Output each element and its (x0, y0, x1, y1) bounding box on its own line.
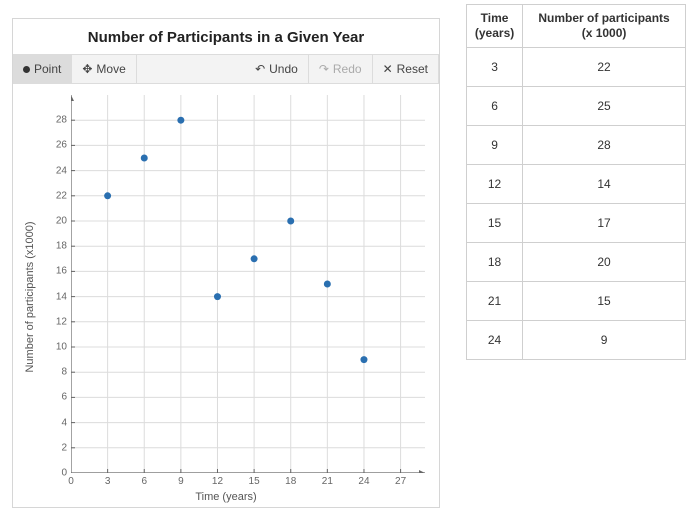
y-tick-label: 28 (56, 115, 71, 126)
y-tick-label: 22 (56, 190, 71, 201)
cell-time: 24 (467, 321, 523, 360)
reset-label: Reset (397, 62, 428, 76)
x-tick-label: 15 (249, 473, 260, 487)
cell-time: 9 (467, 126, 523, 165)
y-tick-label: 12 (56, 316, 71, 327)
y-tick-label: 14 (56, 291, 71, 302)
y-tick-label: 10 (56, 342, 71, 353)
x-tick-label: 12 (212, 473, 223, 487)
data-table: Time (years) Number of participants (x 1… (466, 4, 686, 360)
y-tick-label: 4 (61, 417, 71, 428)
reset-icon: ✕ (383, 62, 393, 76)
x-tick-label: 27 (395, 473, 406, 487)
cell-count: 25 (523, 87, 686, 126)
toolbar-spacer (137, 55, 245, 83)
table-row: 322 (467, 48, 686, 87)
cell-count: 20 (523, 243, 686, 282)
undo-label: Undo (269, 62, 298, 76)
col-time-header-l1: Time (471, 11, 518, 26)
table-row: 1517 (467, 204, 686, 243)
cell-count: 17 (523, 204, 686, 243)
move-tool-label: Move (96, 62, 125, 76)
cell-count: 28 (523, 126, 686, 165)
table-row: 2115 (467, 282, 686, 321)
x-tick-label: 21 (322, 473, 333, 487)
x-axis-label: Time (years) (195, 491, 256, 503)
plot-zone: Number of participants (x1000) Time (yea… (13, 87, 439, 507)
table-row: 928 (467, 126, 686, 165)
point-tool-label: Point (34, 62, 61, 76)
table-row: 1214 (467, 165, 686, 204)
table-row: 1820 (467, 243, 686, 282)
x-tick-label: 0 (68, 473, 74, 487)
chart-toolbar: Point ✥ Move ↶ Undo ↷ Redo ✕ Reset (13, 54, 439, 84)
point-tool-button[interactable]: Point (13, 55, 72, 83)
x-tick-label: 24 (358, 473, 369, 487)
col-count-header: Number of participants (x 1000) (523, 5, 686, 48)
cell-count: 14 (523, 165, 686, 204)
cell-time: 12 (467, 165, 523, 204)
cell-count: 9 (523, 321, 686, 360)
table-header-row: Time (years) Number of participants (x 1… (467, 5, 686, 48)
chart-panel: Number of Participants in a Given Year P… (0, 0, 452, 518)
redo-button[interactable]: ↷ Redo (309, 55, 373, 83)
cell-time: 15 (467, 204, 523, 243)
x-tick-label: 9 (178, 473, 184, 487)
redo-icon: ↷ (319, 62, 329, 76)
x-tick-label: 6 (141, 473, 147, 487)
point-icon (23, 66, 30, 73)
chart-title: Number of Participants in a Given Year (13, 19, 439, 54)
y-tick-label: 26 (56, 140, 71, 151)
undo-icon: ↶ (255, 62, 265, 76)
scatter-plot[interactable]: 0246810121416182022242628036912151821242… (71, 95, 425, 473)
y-tick-label: 6 (61, 392, 71, 403)
y-tick-label: 2 (61, 442, 71, 453)
col-time-header-l2: (years) (471, 26, 518, 41)
reset-button[interactable]: ✕ Reset (373, 55, 439, 83)
y-tick-label: 16 (56, 266, 71, 277)
y-tick-label: 8 (61, 367, 71, 378)
cell-time: 18 (467, 243, 523, 282)
y-tick-label: 24 (56, 165, 71, 176)
x-tick-label: 3 (105, 473, 111, 487)
col-count-header-l1: Number of participants (527, 11, 681, 26)
data-table-panel: Time (years) Number of participants (x 1… (452, 0, 692, 518)
y-axis-label: Number of participants (x1000) (24, 221, 36, 372)
x-tick-label: 18 (285, 473, 296, 487)
cell-time: 6 (467, 87, 523, 126)
cell-count: 22 (523, 48, 686, 87)
cell-time: 3 (467, 48, 523, 87)
table-body: 3226259281214151718202115249 (467, 48, 686, 360)
move-tool-button[interactable]: ✥ Move (72, 55, 136, 83)
col-count-header-l2: (x 1000) (527, 26, 681, 41)
move-icon: ✥ (82, 62, 92, 76)
y-tick-label: 20 (56, 216, 71, 227)
chart-container: Number of Participants in a Given Year P… (12, 18, 440, 508)
col-time-header: Time (years) (467, 5, 523, 48)
cell-count: 15 (523, 282, 686, 321)
y-tick-label: 18 (56, 241, 71, 252)
cell-time: 21 (467, 282, 523, 321)
undo-button[interactable]: ↶ Undo (245, 55, 309, 83)
redo-label: Redo (333, 62, 362, 76)
table-row: 625 (467, 87, 686, 126)
table-row: 249 (467, 321, 686, 360)
